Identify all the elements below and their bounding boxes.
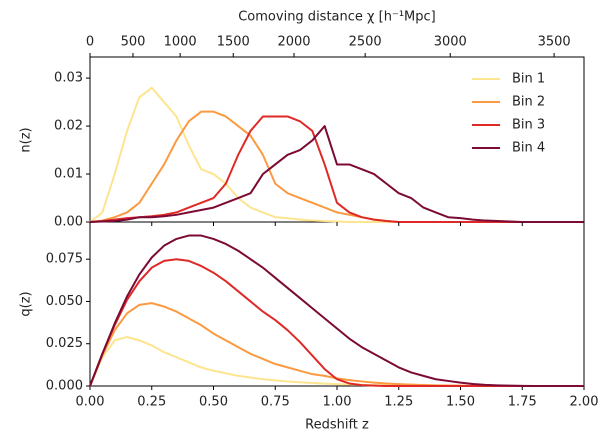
legend-label: Bin 4 [512, 141, 545, 156]
x-tick-label: 1.00 [323, 395, 352, 410]
series-line [89, 234, 584, 387]
x-tick-label: 0.75 [261, 395, 290, 410]
y-tick-label: 0.025 [46, 336, 83, 351]
x-tick-label: 1.75 [508, 395, 537, 410]
x-tick-label: 0.00 [76, 395, 105, 410]
series-line [89, 115, 584, 223]
y-axis-label: n(z) [19, 127, 34, 152]
top-tick-label: 2000 [277, 35, 310, 50]
x-tick-label: 0.50 [199, 395, 228, 410]
top-tick-label: 1000 [164, 35, 197, 50]
y-tick-label: 0.02 [54, 119, 83, 134]
y-tick-label: 0.075 [46, 252, 83, 267]
legend-label: Bin 2 [512, 95, 545, 110]
top-tick-label: 3500 [538, 35, 571, 50]
x-tick-label: 2.00 [570, 395, 599, 410]
top-tick-label: 0 [86, 35, 94, 50]
y-axis-label: q(z) [19, 291, 34, 316]
y-tick-label: 0.00 [54, 215, 83, 230]
top-tick-label: 1500 [217, 35, 250, 50]
top-tick-label: 500 [121, 35, 146, 50]
legend-label: Bin 3 [512, 118, 545, 133]
series-line [89, 302, 584, 387]
y-tick-label: 0.050 [46, 294, 83, 309]
top-frame [89, 56, 585, 223]
y-tick-label: 0.01 [54, 167, 83, 182]
x-tick-label: 1.25 [384, 395, 413, 410]
top-tick-label: 3000 [434, 35, 467, 50]
y-tick-label: 0.000 [46, 379, 83, 394]
x-tick-label: 0.25 [137, 395, 166, 410]
series-line [89, 125, 584, 223]
series-line [89, 258, 584, 387]
series-line [89, 110, 584, 223]
legend-label: Bin 1 [512, 72, 545, 87]
top-axis-label: Comoving distance χ [h⁻¹Mpc] [238, 10, 436, 25]
x-axis-label: Redshift z [305, 418, 369, 433]
x-tick-label: 1.50 [446, 395, 475, 410]
top-tick-label: 2500 [349, 35, 382, 50]
y-tick-label: 0.03 [54, 71, 83, 86]
